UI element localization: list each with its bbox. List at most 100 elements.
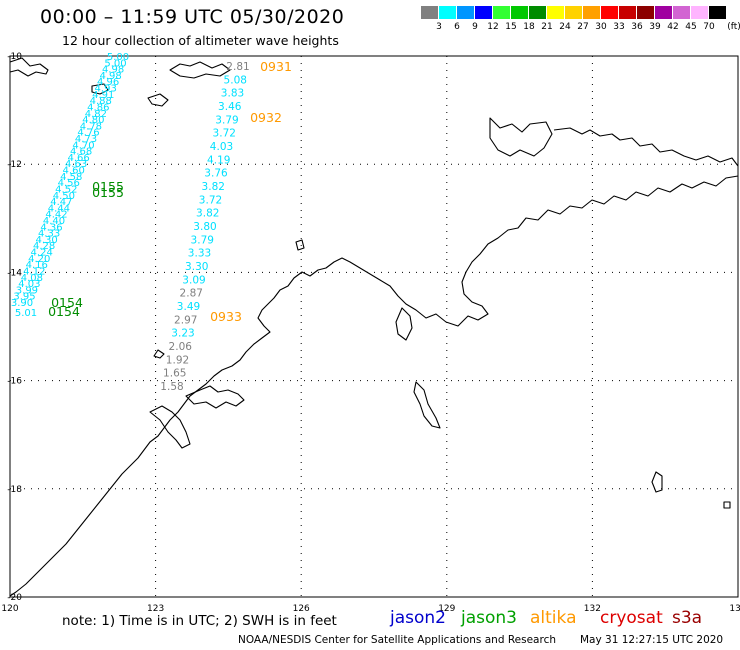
coastline-island-small — [91, 83, 109, 95]
colorbar-label: 45 — [685, 22, 697, 32]
coastline-land-ne2 — [553, 127, 739, 167]
swh-value-west: 3.99 — [16, 285, 38, 296]
colorbar-label: 9 — [472, 22, 478, 32]
swh-value-west: 4.33 — [38, 229, 60, 240]
swh-value-east: 3.79 — [215, 114, 238, 126]
swh-value-east: 3.09 — [182, 274, 205, 286]
colorbar-label: 24 — [559, 22, 571, 32]
footnote: note: 1) Time is in UTC; 2) SWH is in fe… — [62, 613, 337, 629]
swh-value-west: 4.88 — [90, 96, 112, 107]
swh-value-west: 4.36 — [40, 222, 62, 233]
swh-value-east: 2.06 — [169, 341, 193, 353]
colorbar-swatch — [691, 6, 709, 19]
swh-value-west: 5.00 — [107, 52, 129, 63]
colorbar-label: 12 — [487, 22, 499, 32]
coastline-island-k2 — [295, 239, 305, 251]
swh-value-west: 4.03 — [18, 279, 40, 290]
colorbar-label: 70 — [703, 22, 715, 32]
satellite-legend-item: jason3 — [461, 608, 517, 628]
swh-value-west: 4.50 — [53, 191, 75, 202]
lon-tick-label: 120 — [1, 604, 18, 614]
satellite-legend-item: s3a — [672, 608, 703, 628]
swh-value-west: 3.95 — [13, 292, 35, 303]
swh-value-east: 3.30 — [185, 261, 208, 273]
swh-value-east: 4.19 — [207, 154, 230, 166]
map-frame — [9, 55, 739, 598]
swh-value-east: 1.58 — [160, 381, 183, 393]
coastline-land-ne1 — [489, 117, 553, 157]
swh-value-west: 4.24 — [31, 248, 53, 259]
swh-value-east: 1.92 — [166, 354, 189, 366]
swh-value-west: 4.98 — [99, 71, 121, 82]
swh-value-east: 3.46 — [218, 101, 242, 113]
coastline-gulf-inlet — [413, 381, 441, 429]
coastline-island-nw — [9, 57, 49, 77]
swh-value-east: 2.97 — [174, 314, 197, 326]
colorbar-label: 18 — [523, 22, 535, 32]
swh-value-west: 4.30 — [35, 235, 57, 246]
colorbar-label: 21 — [541, 22, 553, 32]
coastline-island-n1 — [169, 61, 231, 79]
swh-value-west: 4.96 — [97, 77, 119, 88]
altimeter-tracks: 5.005.004.984.984.964.934.914.884.864.82… — [11, 52, 292, 393]
swh-value-west: 4.70 — [72, 140, 94, 151]
swh-value-west: 4.56 — [58, 178, 80, 189]
colorbar-label: 27 — [577, 22, 589, 32]
pass-time-label: 0933 — [210, 309, 242, 324]
lon-tick-label: 129 — [438, 604, 455, 614]
swh-value-east: 2.81 — [226, 61, 249, 73]
colorbar-swatch — [457, 6, 475, 19]
swh-value-west: 4.60 — [63, 166, 85, 177]
colorbar-swatch — [529, 6, 547, 19]
pass-time-label: 0931 — [260, 59, 292, 74]
swh-value-west: 4.73 — [75, 134, 97, 145]
swh-value-east: 2.87 — [180, 288, 203, 300]
tick-labels: 120 123 126 129 132 135 -10 -12 -14 -16 -18 -20 — [1, 52, 740, 614]
generation-timestamp: May 31 12:27:15 UTC 2020 — [580, 634, 724, 646]
lon-tick-label: 132 — [584, 604, 601, 614]
swh-value-west: 4.63 — [65, 159, 87, 170]
lat-tick-label: -18 — [7, 485, 22, 495]
swh-value-west: 4.78 — [80, 121, 102, 132]
swh-value-east: 3.80 — [193, 221, 216, 233]
colorbar-swatch — [421, 6, 439, 19]
coastline-kimberley — [185, 385, 245, 409]
swh-value-west: 4.47 — [50, 197, 72, 208]
coastline — [9, 57, 739, 597]
swh-value-west: 4.16 — [26, 260, 48, 271]
graticule-grid — [10, 56, 738, 597]
colorbar-swatch — [439, 6, 457, 19]
coastline-inlet1 — [149, 405, 191, 449]
pass-time-label: 0154 — [51, 295, 83, 310]
colorbar-swatch — [655, 6, 673, 19]
coastline-island-e1 — [395, 307, 413, 341]
swh-value-west: 4.82 — [85, 109, 107, 120]
coastline-island-n2 — [147, 93, 169, 107]
colorbar-label: 36 — [631, 22, 643, 32]
swh-value-west: 5.00 — [104, 58, 126, 69]
colorbar-swatch — [709, 6, 727, 19]
colorbar-label: 39 — [649, 22, 661, 32]
swh-value-east: 3.72 — [199, 194, 222, 206]
map-title: 00:00 – 11:59 UTC 05/30/2020 — [40, 6, 345, 28]
swh-value-east: 5.08 — [224, 74, 247, 86]
colorbar-label: 15 — [505, 22, 517, 32]
coastline-island-e2 — [651, 471, 663, 493]
colorbar-swatch — [475, 6, 493, 19]
swh-value-west: 4.86 — [87, 102, 109, 113]
swh-value-east: 3.82 — [196, 208, 219, 220]
colorbar-swatch — [601, 6, 619, 19]
coastline-mainland — [9, 175, 739, 597]
colorbar-unit: (ft) — [727, 22, 740, 32]
pass-time-label: 0932 — [250, 110, 282, 125]
swh-value-east: 3.76 — [204, 168, 228, 180]
swh-value-west: 4.08 — [21, 273, 43, 284]
colorbar-label: 33 — [613, 22, 625, 32]
colorbar-swatch — [619, 6, 637, 19]
colorbar-swatch — [583, 6, 601, 19]
colorbar-label: 3 — [436, 22, 442, 32]
colorbar-label: 6 — [454, 22, 460, 32]
swh-value-west: 4.76 — [77, 128, 99, 139]
swh-value-west: 4.93 — [95, 84, 117, 95]
